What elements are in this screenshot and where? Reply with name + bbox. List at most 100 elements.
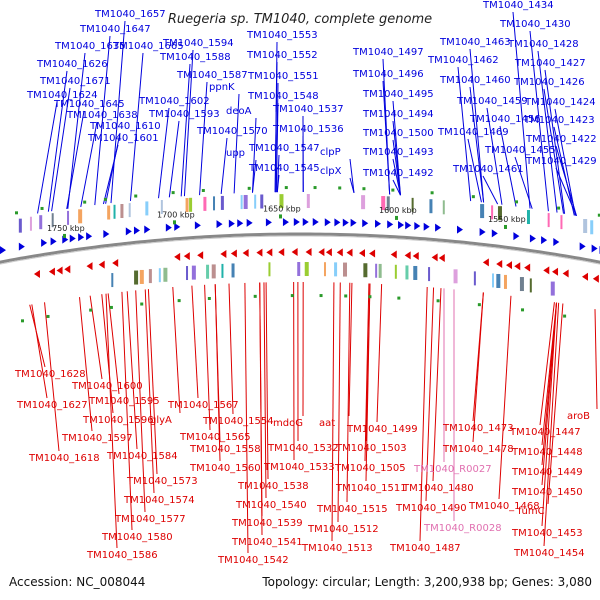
bottom-leader-line: [263, 282, 267, 499]
bottom-gene-label: TM1040_1499: [346, 424, 418, 435]
forward-gene-arrow: [398, 220, 405, 229]
top-leader-line: [469, 48, 485, 203]
top-leader-line: [274, 61, 278, 193]
top-gene-label: TM1040_1671: [39, 76, 111, 87]
top-gene-label: TM1040_1426: [513, 77, 585, 88]
forward-gene-arrow: [246, 218, 253, 227]
bottom-gene-label: TM1040_1539: [231, 518, 303, 529]
bottom-gene-label: TM1040_1513: [301, 543, 373, 554]
bottom-gene-label: TM1040_1596: [82, 415, 154, 426]
bottom-gene-label: TM1040_1538: [237, 481, 309, 492]
top-gene-label: TM1040_1427: [514, 58, 586, 69]
reverse-cog-block: [134, 270, 139, 285]
top-leader-line: [349, 177, 355, 194]
forward-cog-block: [240, 195, 243, 210]
forward-gene-arrow: [228, 219, 235, 228]
forward-gene-arrow: [125, 227, 132, 236]
top-gene-label: TM1040_1463: [439, 37, 511, 48]
top-gene-label: TM1040_1429: [525, 156, 597, 167]
bottom-gene-label: mdoG: [273, 418, 303, 429]
top-gene-label: ppnK: [209, 82, 235, 93]
top-gene-label: TM1040_1552: [246, 50, 318, 61]
bottom-leader-line: [31, 304, 48, 399]
bottom-gene-label: TM1040_1480: [402, 483, 474, 494]
top-gene-label: TM1040_1602: [138, 96, 210, 107]
forward-gene-arrow: [423, 222, 430, 231]
bottom-leader-line: [172, 286, 181, 414]
gc-marker: [397, 296, 401, 300]
bottom-leader-line: [135, 290, 146, 513]
top-gene-label: TM1040_1647: [79, 24, 151, 35]
top-leader-line: [158, 107, 170, 199]
gc-marker: [40, 206, 44, 210]
forward-gene-arrow: [165, 223, 172, 232]
kbp-tick: [504, 224, 507, 229]
top-leader-line: [276, 174, 280, 193]
forward-cog-block: [306, 194, 310, 209]
reverse-gene-arrow: [562, 269, 569, 278]
kbp-label: 1700 kbp: [157, 210, 195, 219]
forward-cog-block: [18, 218, 22, 233]
top-gene-label: TM1040_1469: [437, 127, 509, 138]
top-gene-label: TM1040_1624: [26, 90, 98, 101]
gc-marker: [597, 213, 600, 217]
forward-gene-arrow: [579, 242, 586, 251]
top-leader-line: [553, 126, 575, 216]
reverse-gene-arrow: [514, 262, 521, 271]
forward-gene-arrow: [435, 223, 442, 232]
bottom-gene-label: TM1040_1447: [509, 427, 581, 438]
top-gene-label: TM1040_1601: [87, 133, 159, 144]
reverse-cog-block: [148, 269, 152, 284]
reverse-gene-arrow: [305, 248, 312, 257]
bottom-gene-label: TM1040_1478: [442, 444, 514, 455]
top-gene-label: deoA: [226, 106, 252, 117]
gc-marker: [109, 305, 113, 309]
top-leader-line: [80, 121, 98, 208]
bottom-gene-label: TM1040_1453: [511, 528, 583, 539]
gc-marker: [430, 191, 434, 195]
gc-marker: [471, 195, 475, 199]
reverse-cog-block: [519, 277, 524, 292]
top-leader-line: [67, 52, 86, 209]
forward-gene-arrow: [282, 218, 289, 227]
top-gene-label: TM1040_1428: [507, 39, 579, 50]
forward-cog-block: [128, 203, 131, 218]
top-gene-label: TM1040_1495: [362, 89, 434, 100]
bottom-leader-line: [543, 302, 560, 547]
top-gene-label: TM1040_1422: [525, 134, 597, 145]
reverse-cog-block: [343, 262, 348, 277]
reverse-cog-block: [163, 267, 168, 282]
reverse-cog-block: [503, 274, 507, 289]
top-leader-line: [554, 108, 576, 216]
reverse-gene-arrow: [278, 248, 285, 257]
reverse-cog-block: [428, 267, 431, 282]
reverse-gene-arrow: [318, 248, 325, 257]
forward-gene-arrow: [41, 238, 48, 247]
top-leader-line: [220, 137, 228, 194]
forward-gene-arrow: [133, 226, 140, 235]
forward-cog-block: [590, 220, 594, 235]
bottom-gene-label: TM1040_1542: [217, 555, 289, 566]
forward-gene-arrow: [302, 218, 309, 227]
bottom-leader-line: [105, 293, 118, 549]
forward-cog-block: [442, 200, 445, 215]
reverse-cog-block: [496, 273, 501, 288]
kbp-label: 1750 kbp: [47, 224, 85, 233]
forward-gene-arrow: [78, 233, 85, 242]
forward-cog-block: [526, 210, 530, 225]
reverse-gene-arrow: [197, 251, 204, 260]
top-gene-label: clpP: [320, 147, 341, 158]
gc-marker: [563, 314, 567, 318]
reverse-gene-arrow: [369, 249, 376, 258]
reverse-gene-arrow: [86, 262, 93, 271]
top-leader-line: [233, 93, 240, 194]
gc-marker: [89, 308, 93, 312]
forward-gene-arrow: [144, 225, 151, 234]
forward-gene-arrow: [529, 234, 536, 243]
bottom-leader-line: [331, 282, 335, 542]
bottom-gene-label: TM1040_1505: [334, 463, 406, 474]
top-leader-line: [482, 175, 499, 205]
top-gene-label: TM1040_1638: [66, 110, 138, 121]
forward-cog-block: [491, 205, 494, 220]
forward-gene-arrow: [591, 244, 598, 253]
